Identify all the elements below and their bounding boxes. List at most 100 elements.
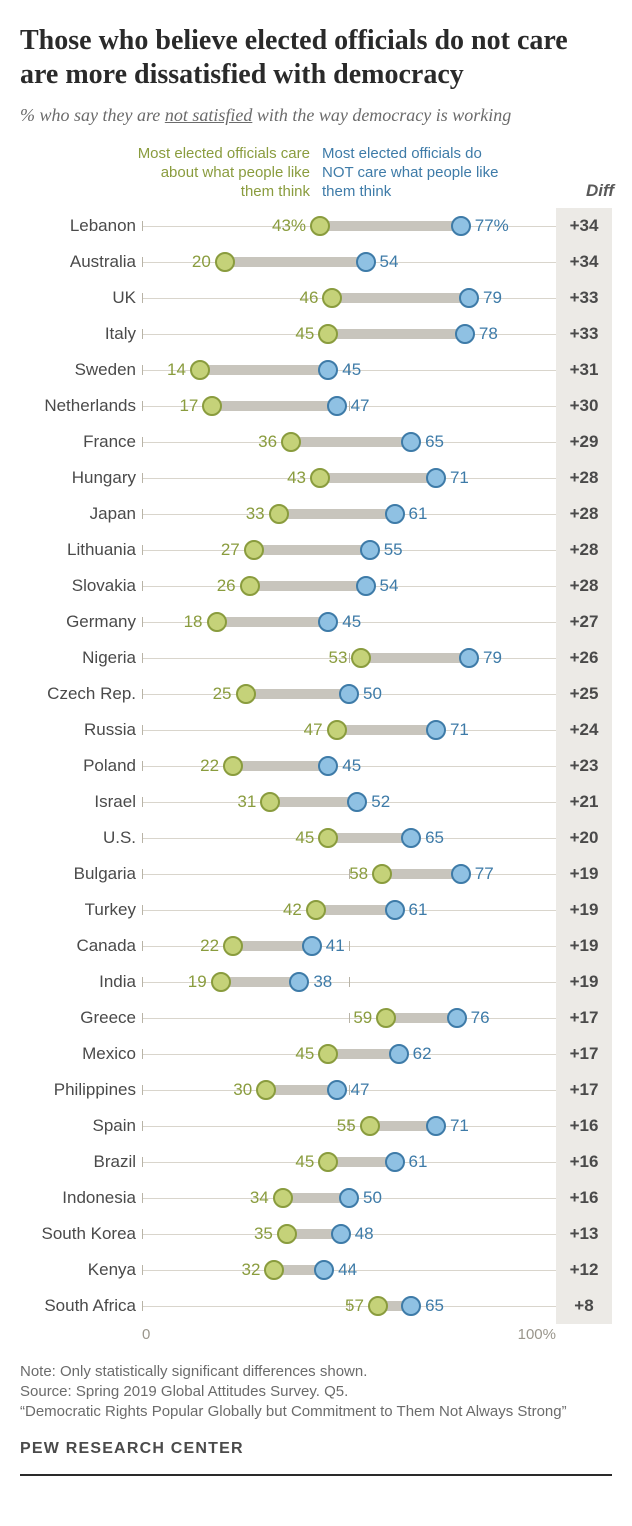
country-label: Lebanon	[20, 216, 142, 236]
chart-area: Most elected officials care about what p…	[20, 145, 612, 1343]
country-label: Italy	[20, 324, 142, 344]
row-plot: 45 61	[142, 1144, 556, 1180]
care-dot	[310, 468, 330, 488]
care-dot	[202, 396, 222, 416]
legend: Most elected officials care about what p…	[20, 145, 612, 201]
row-plot: 45 62	[142, 1036, 556, 1072]
connector-bar	[221, 977, 300, 987]
care-dot	[322, 288, 342, 308]
tick-mid	[349, 653, 350, 663]
row-plot: 1845	[142, 604, 556, 640]
care-dot	[318, 1044, 338, 1064]
care-value: 47	[304, 720, 323, 740]
notcare-value: 61	[409, 1152, 428, 1172]
country-label: Russia	[20, 720, 142, 740]
note-line: Source: Spring 2019 Global Attitudes Sur…	[20, 1382, 612, 1402]
row-plot: 3152	[142, 784, 556, 820]
care-value: 45	[295, 828, 314, 848]
notcare-dot	[447, 1008, 467, 1028]
country-label: Slovakia	[20, 576, 142, 596]
care-dot	[351, 648, 371, 668]
care-dot	[215, 252, 235, 272]
diff-value: +17	[556, 1000, 612, 1036]
data-row: Hungary4371+28	[20, 460, 612, 496]
care-value: 45	[295, 1044, 314, 1064]
country-label: Lithuania	[20, 540, 142, 560]
notcare-dot	[289, 972, 309, 992]
row-plot: 3548	[142, 1216, 556, 1252]
notcare-value: 62	[413, 1044, 432, 1064]
data-row: Russia 47 71 +24	[20, 712, 612, 748]
chart-subtitle: % who say they are not satisfied with th…	[20, 103, 612, 127]
notcare-dot	[401, 432, 421, 452]
subtitle-underlined: not satisfied	[165, 105, 253, 125]
legend-care: Most elected officials care about what p…	[125, 145, 310, 201]
diff-value: +19	[556, 856, 612, 892]
data-row: Bulgaria5877+19	[20, 856, 612, 892]
country-label: U.S.	[20, 828, 142, 848]
notcare-value: 50	[363, 1188, 382, 1208]
care-dot	[318, 324, 338, 344]
diff-value: +29	[556, 424, 612, 460]
country-label: Mexico	[20, 1044, 142, 1064]
row-plot: 5877	[142, 856, 556, 892]
country-label: Brazil	[20, 1152, 142, 1172]
care-dot	[376, 1008, 396, 1028]
care-value: 34	[250, 1188, 269, 1208]
data-row: Mexico4562+17	[20, 1036, 612, 1072]
connector-bar	[250, 581, 366, 591]
data-row: UK4679+33	[20, 280, 612, 316]
diff-value: +31	[556, 352, 612, 388]
tick-zero	[142, 1013, 143, 1023]
notcare-dot	[339, 1188, 359, 1208]
care-dot	[260, 792, 280, 812]
notcare-dot	[455, 324, 475, 344]
tick-zero	[142, 1301, 143, 1311]
diff-value: +34	[556, 244, 612, 280]
care-dot	[318, 828, 338, 848]
data-row: Czech Rep.2550+25	[20, 676, 612, 712]
diff-value: +24	[556, 712, 612, 748]
data-row: South Korea3548+13	[20, 1216, 612, 1252]
notcare-dot	[314, 1260, 334, 1280]
diff-value: +16	[556, 1144, 612, 1180]
country-label: Bulgaria	[20, 864, 142, 884]
tick-mid	[349, 1013, 350, 1023]
diff-value: +23	[556, 748, 612, 784]
notcare-dot	[385, 900, 405, 920]
care-value: 19	[188, 972, 207, 992]
diff-value: +16	[556, 1180, 612, 1216]
notcare-dot	[451, 216, 471, 236]
connector-bar	[382, 869, 461, 879]
care-value: 55	[337, 1116, 356, 1136]
care-dot	[256, 1080, 276, 1100]
care-value: 30	[233, 1080, 252, 1100]
notcare-dot	[339, 684, 359, 704]
care-dot	[310, 216, 330, 236]
row-plot: 4261	[142, 892, 556, 928]
notcare-dot	[426, 1116, 446, 1136]
care-value: 45	[295, 1152, 314, 1172]
care-dot	[327, 720, 347, 740]
care-dot	[190, 360, 210, 380]
diff-value: +25	[556, 676, 612, 712]
data-row: Germany1845+27	[20, 604, 612, 640]
country-label: Philippines	[20, 1080, 142, 1100]
diff-value: +28	[556, 460, 612, 496]
row-plot: 5765	[142, 1288, 556, 1324]
country-label: Hungary	[20, 468, 142, 488]
row-plot: 1445	[142, 352, 556, 388]
notcare-dot	[389, 1044, 409, 1064]
care-dot	[236, 684, 256, 704]
care-value: 25	[213, 684, 232, 704]
diff-value: +34	[556, 208, 612, 244]
tick-zero	[142, 293, 143, 303]
care-dot	[372, 864, 392, 884]
subtitle-post: with the way democracy is working	[252, 105, 511, 125]
notcare-value: 71	[450, 720, 469, 740]
tick-zero	[142, 1049, 143, 1059]
notcare-value: 41	[326, 936, 345, 956]
country-label: Nigeria	[20, 648, 142, 668]
data-row: Spain5571+16	[20, 1108, 612, 1144]
data-row: Italy4578+33	[20, 316, 612, 352]
